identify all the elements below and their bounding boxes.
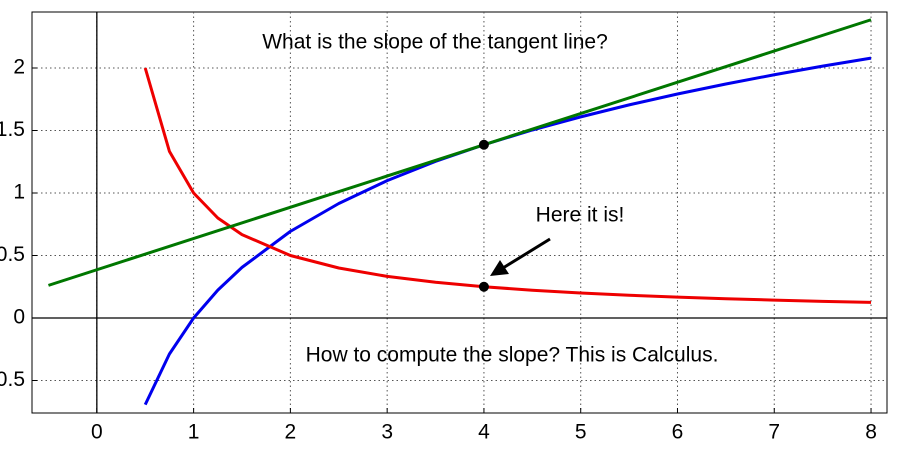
grid	[32, 12, 887, 413]
arrow-shaft	[502, 237, 551, 270]
x-tick-label: 3	[381, 421, 393, 444]
y-tick-label: 1.5	[0, 118, 25, 141]
x-tick-label: 5	[575, 421, 587, 444]
annotation: Here it is!	[536, 204, 625, 227]
plot-frame	[31, 11, 888, 414]
y-tick-label: 0.5	[0, 243, 25, 266]
arrow-head	[490, 260, 509, 276]
marks	[47, 18, 872, 406]
x-tick-label: 1	[188, 421, 200, 444]
x-tick-label: 4	[478, 421, 490, 444]
point	[478, 139, 489, 150]
curve	[47, 18, 872, 287]
x-tick-label: 0	[91, 421, 103, 444]
y-tick-label: 0	[13, 306, 25, 329]
x-tick-label: 8	[865, 421, 877, 444]
x-tick-label: 6	[672, 421, 684, 444]
curve	[143, 67, 872, 304]
annotation: How to compute the slope? This is Calcul…	[306, 344, 719, 367]
y-tick-label: 1	[13, 181, 25, 204]
y-tick-label: 2	[13, 56, 25, 79]
point	[478, 281, 489, 292]
x-tick-label: 2	[285, 421, 297, 444]
annotation: What is the slope of the tangent line?	[262, 31, 608, 54]
y-tick-label: -0.5	[0, 368, 25, 391]
x-tick-label: 7	[768, 421, 780, 444]
